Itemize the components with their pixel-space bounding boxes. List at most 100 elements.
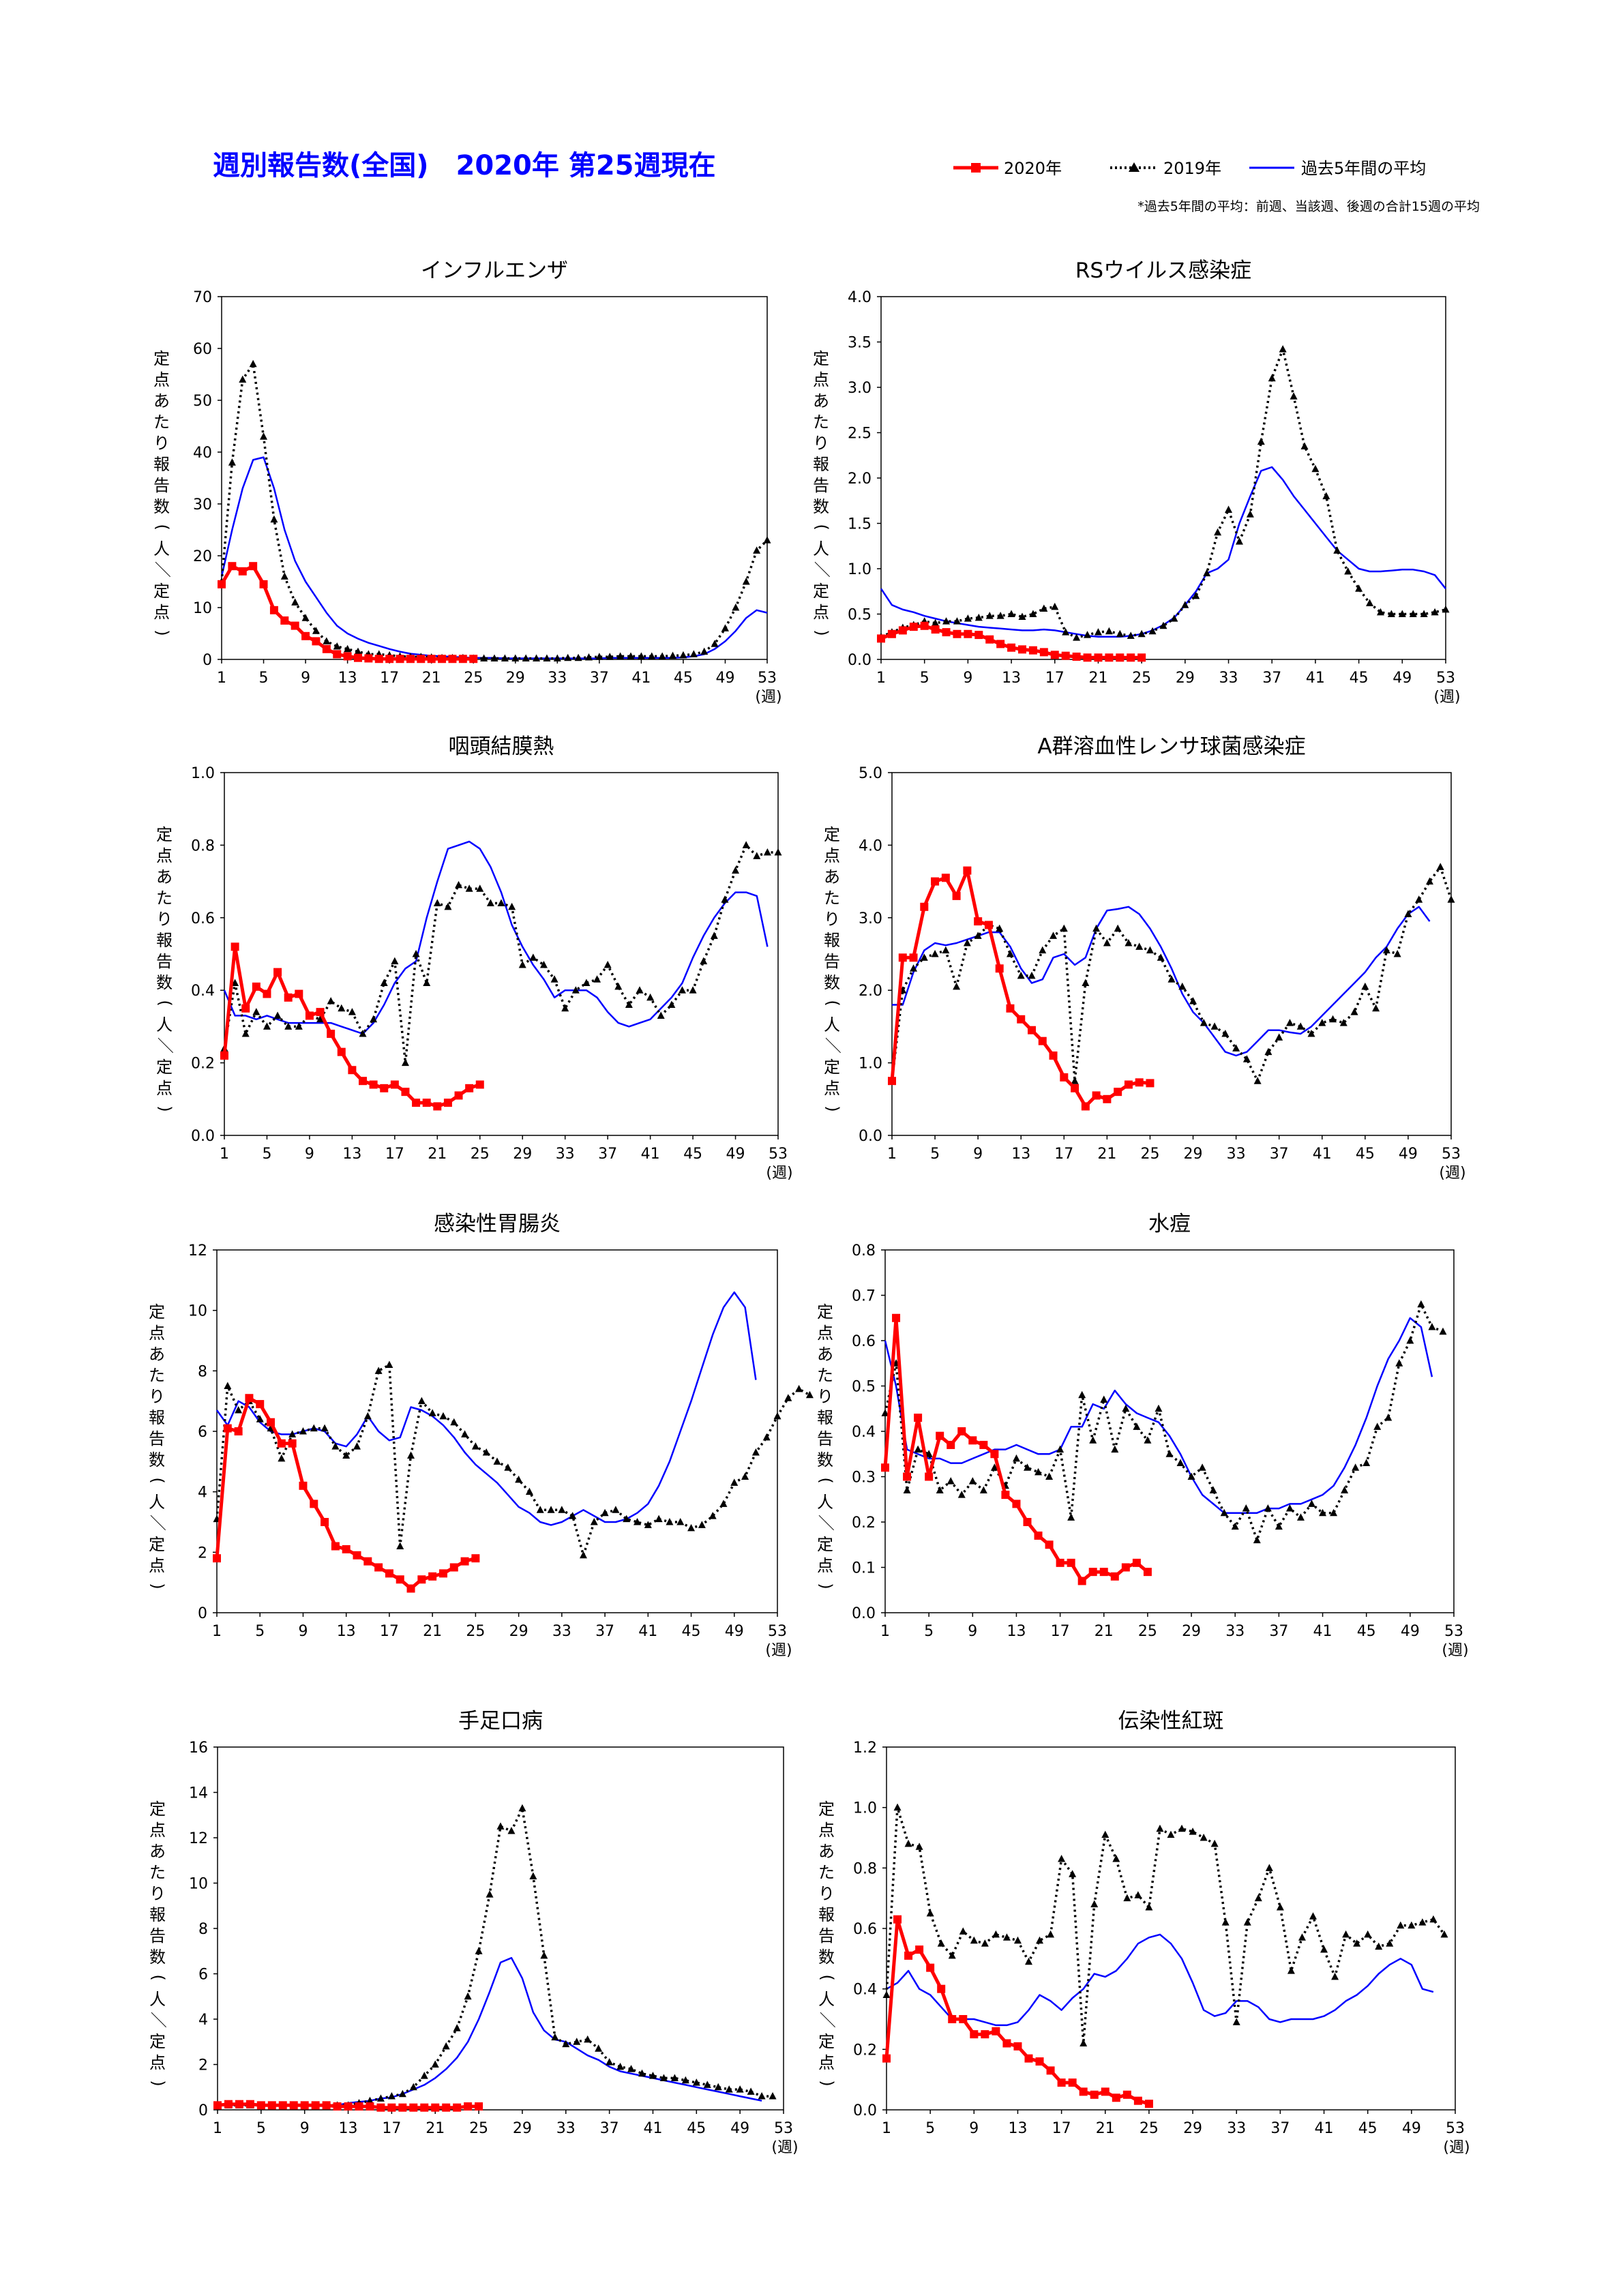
data-point-2019	[692, 2078, 700, 2086]
data-point-2019	[1279, 345, 1287, 353]
data-point-2020	[256, 2101, 265, 2110]
data-point-2019	[881, 1409, 889, 1416]
x-tick-label: 37	[590, 670, 609, 687]
svg-text:あ: あ	[156, 867, 173, 886]
data-point-2019	[1246, 510, 1254, 518]
data-point-2019	[1442, 605, 1450, 613]
data-point-2020	[256, 1400, 265, 1409]
data-point-2020	[380, 1084, 389, 1092]
svg-text:(: (	[148, 1477, 167, 1483]
data-point-2020	[310, 1500, 318, 1508]
x-axis-label: (週)	[1433, 689, 1460, 706]
data-point-2019	[574, 653, 582, 661]
x-tick-label: 1	[882, 2120, 891, 2137]
data-point-2019	[614, 982, 623, 990]
x-tick-label: 37	[595, 1623, 614, 1640]
series-2019	[881, 1300, 1447, 1544]
plot-area	[891, 772, 1452, 1136]
legend-2020: 2020年	[953, 159, 1062, 178]
data-point-2019	[627, 2065, 636, 2072]
legend-2019: 2019年	[1110, 159, 1221, 178]
x-tick-label: 33	[556, 1146, 575, 1163]
data-point-2019	[1225, 505, 1233, 513]
x-tick-label: 17	[385, 1146, 404, 1163]
data-point-2019	[515, 1475, 523, 1483]
x-tick-label: 29	[1182, 1623, 1201, 1640]
data-point-2019	[1189, 997, 1197, 1004]
data-point-2020	[252, 982, 260, 991]
data-point-2020	[412, 1099, 421, 1107]
svg-text:定: 定	[156, 825, 173, 844]
data-point-2020	[974, 631, 983, 640]
data-point-2020	[230, 942, 239, 951]
data-point-2019	[1084, 631, 1092, 638]
data-point-2019	[636, 986, 644, 994]
y-tick-label: 0.4	[853, 1982, 877, 1999]
x-tick-label: 1	[217, 670, 226, 687]
svg-text:人: 人	[817, 1493, 833, 1512]
data-point-2019	[249, 359, 257, 368]
data-point-2019	[751, 1448, 760, 1456]
data-point-2019	[963, 939, 971, 946]
data-point-2019	[1290, 392, 1298, 400]
data-point-2019	[455, 880, 463, 889]
svg-text:): )	[155, 1105, 175, 1112]
svg-text:告: 告	[153, 476, 170, 495]
data-point-2020	[1088, 1568, 1097, 1577]
data-point-2019	[1192, 591, 1200, 599]
data-point-2020	[937, 1984, 946, 1993]
data-point-2019	[1013, 1936, 1022, 1944]
data-point-2020	[316, 1008, 325, 1017]
data-point-2019	[914, 1445, 922, 1453]
data-point-2020	[321, 1518, 329, 1526]
data-point-2019	[1017, 971, 1025, 979]
x-tick-label: 5	[924, 1623, 934, 1640]
data-point-2019	[444, 902, 452, 910]
data-point-2019	[1285, 1019, 1294, 1026]
data-point-2019	[730, 1478, 739, 1486]
data-point-2020	[948, 2015, 957, 2023]
data-point-2020	[417, 655, 426, 664]
y-tick-label: 0.4	[191, 983, 215, 1000]
data-point-2019	[288, 1430, 297, 1437]
data-point-2020	[333, 650, 342, 659]
data-point-2019	[1329, 1015, 1337, 1023]
data-point-2020	[904, 1951, 913, 1960]
x-tick-label: 1	[876, 670, 886, 687]
data-point-2020	[363, 1557, 372, 1566]
data-point-2019	[529, 953, 537, 961]
svg-text:あ: あ	[149, 1345, 165, 1364]
data-point-2019	[593, 975, 601, 983]
data-point-2019	[990, 1463, 998, 1471]
x-tick-label: 37	[600, 2120, 619, 2137]
svg-text:り: り	[149, 1387, 165, 1406]
data-point-2019	[992, 1930, 1000, 1938]
data-point-2019	[1078, 1390, 1086, 1399]
data-point-2019	[342, 1451, 351, 1459]
series-2019-line	[885, 1806, 1446, 2045]
y-tick-label: 0.2	[852, 1515, 876, 1532]
data-point-2019	[637, 652, 645, 659]
data-point-2019	[260, 432, 268, 440]
data-point-2020	[464, 2102, 473, 2111]
svg-text:／: ／	[155, 1037, 175, 1054]
x-tick-label: 41	[643, 2120, 662, 2137]
data-point-2019	[1243, 1918, 1251, 1926]
series-2020	[888, 866, 1155, 1111]
data-point-2019	[428, 1409, 436, 1416]
data-point-2020	[448, 655, 457, 664]
data-point-2019	[1092, 924, 1101, 932]
svg-text:数: 数	[149, 1948, 166, 1967]
data-point-2019	[348, 1008, 356, 1015]
svg-text:報: 報	[813, 455, 829, 474]
data-point-2020	[995, 964, 1004, 973]
svg-text:): )	[823, 1105, 842, 1112]
data-point-2020	[984, 921, 993, 929]
data-point-2020	[909, 953, 918, 962]
svg-text:／: ／	[818, 2012, 837, 2028]
data-point-2019	[974, 931, 982, 939]
data-point-2020	[903, 1472, 912, 1481]
y-tick-label: 0.6	[853, 1921, 877, 1938]
data-point-2019	[407, 1451, 415, 1459]
